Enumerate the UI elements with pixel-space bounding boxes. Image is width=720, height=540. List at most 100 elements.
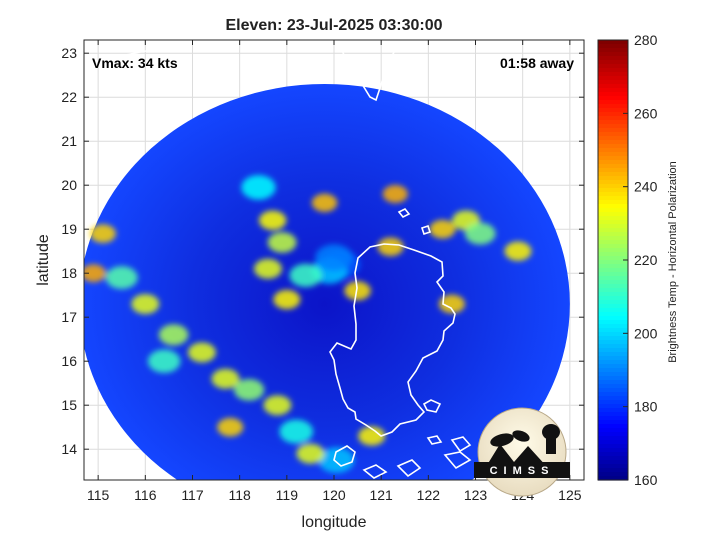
colorbar-segment — [598, 164, 628, 169]
feature-blob — [438, 294, 465, 314]
colorbar-segment — [598, 168, 628, 173]
colorbar-tick-label: 200 — [634, 325, 658, 341]
colorbar-segment — [598, 436, 628, 441]
colorbar-segment — [598, 312, 628, 317]
colorbar-label: Brightness Temp - Horizontal Polarizatio… — [667, 161, 679, 363]
x-tick-label: 123 — [464, 487, 488, 503]
colorbar-segment — [598, 148, 628, 153]
feature-blob — [211, 368, 240, 389]
colorbar-segment — [598, 124, 628, 129]
colorbar-segment — [598, 336, 628, 341]
colorbar-segment — [598, 448, 628, 453]
colorbar-segment — [598, 268, 628, 273]
colorbar-tick-label: 220 — [634, 252, 658, 268]
colorbar-segment — [598, 464, 628, 469]
colorbar-segment — [598, 260, 628, 265]
feature-blob — [241, 175, 276, 200]
colorbar-segment — [598, 356, 628, 361]
colorbar-segment — [598, 380, 628, 385]
colorbar-ticks: 160 180 200 220 240 260 280 — [623, 32, 658, 488]
feature-blob — [187, 342, 216, 363]
colorbar-segment — [598, 424, 628, 429]
colorbar-tick-label: 240 — [634, 179, 658, 195]
y-tick-label: 15 — [61, 397, 77, 413]
colorbar-segment — [598, 176, 628, 181]
colorbar-segment — [598, 316, 628, 321]
colorbar-segment — [598, 288, 628, 293]
colorbar-segment — [598, 236, 628, 241]
colorbar-segment — [598, 180, 628, 185]
feature-blob — [504, 241, 532, 261]
colorbar-segment — [598, 88, 628, 93]
colorbar-segment — [598, 196, 628, 201]
feature-blob — [259, 210, 287, 231]
colorbar-segment — [598, 60, 628, 65]
colorbar-segment — [598, 172, 628, 177]
colorbar-segment — [598, 224, 628, 229]
colorbar-segment — [598, 212, 628, 217]
colorbar-segment — [598, 368, 628, 373]
colorbar-segment — [598, 40, 628, 45]
colorbar-segment — [598, 292, 628, 297]
colorbar-segment — [598, 284, 628, 289]
colorbar-segment — [598, 48, 628, 53]
feature-blob — [429, 219, 456, 239]
colorbar-segment — [598, 208, 628, 213]
chart-title: Eleven: 23-Jul-2025 03:30:00 — [225, 17, 442, 34]
colorbar-segment — [598, 376, 628, 381]
colorbar-segment — [598, 272, 628, 277]
colorbar-segment — [598, 220, 628, 225]
colorbar-segment — [598, 80, 628, 85]
colorbar-segment — [598, 244, 628, 249]
colorbar-tick-label: 260 — [634, 105, 658, 121]
colorbar-segment — [598, 348, 628, 353]
colorbar-segment — [598, 144, 628, 149]
x-tick-label: 121 — [369, 487, 393, 503]
colorbar-segment — [598, 64, 628, 69]
logo-text: CIMSS — [490, 465, 555, 477]
colorbar-segment — [598, 156, 628, 161]
colorbar-segment — [598, 120, 628, 125]
feature-blob — [263, 395, 292, 416]
colorbar-segment — [598, 84, 628, 89]
babuyan-islands — [397, 207, 432, 236]
feature-blob — [377, 237, 404, 257]
colorbar-segment — [598, 304, 628, 309]
y-tick-label: 19 — [61, 221, 77, 237]
colorbar-segment — [598, 108, 628, 113]
feature-blob — [131, 294, 160, 314]
colorbar-segment — [598, 68, 628, 73]
colorbar-segment — [598, 388, 628, 393]
feature-blob — [147, 349, 181, 373]
colorbar-segment — [598, 192, 628, 197]
colorbar-segment — [598, 136, 628, 141]
colorbar-segment — [598, 252, 628, 257]
colorbar-segment — [598, 404, 628, 409]
colorbar-segment — [598, 72, 628, 77]
colorbar-strip — [598, 40, 628, 481]
colorbar-segment — [598, 112, 628, 117]
colorbar-segment — [598, 460, 628, 465]
feature-blob — [89, 224, 116, 243]
y-axis-ticks: 14 15 16 17 18 19 20 21 22 23 — [61, 45, 584, 457]
taiwan-coastline — [337, 40, 404, 102]
colorbar-segment — [598, 232, 628, 237]
y-tick-label: 14 — [61, 441, 77, 457]
colorbar-segment — [598, 340, 628, 345]
colorbar-segment — [598, 248, 628, 253]
colorbar: 160 180 200 220 240 260 280 Brightness Temp - … — [597, 32, 679, 488]
colorbar-segment — [598, 228, 628, 233]
colorbar-segment — [598, 276, 628, 281]
colorbar-segment — [598, 52, 628, 57]
colorbar-segment — [598, 184, 628, 189]
plot-area — [84, 40, 570, 480]
x-tick-label: 115 — [87, 487, 110, 503]
colorbar-segment — [598, 160, 628, 165]
x-axis-label: longitude — [302, 514, 367, 531]
feature-blob — [296, 443, 325, 464]
y-tick-label: 17 — [61, 309, 77, 325]
y-tick-label: 21 — [61, 133, 77, 149]
feature-blob — [311, 193, 338, 212]
colorbar-segment — [598, 116, 628, 121]
